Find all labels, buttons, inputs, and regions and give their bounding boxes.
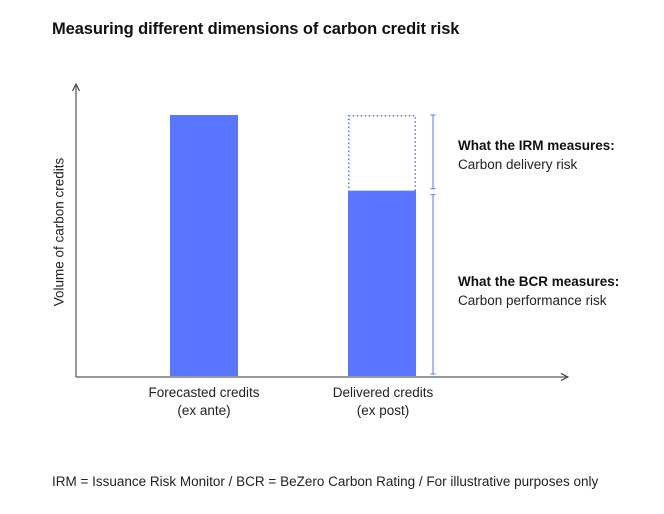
chart-title: Measuring different dimensions of carbon…	[52, 20, 460, 38]
irm-annotation-text: Carbon delivery risk	[458, 157, 578, 172]
x-label-delivered-line2: (ex post)	[356, 403, 410, 418]
bar-delivered-gap-outline	[348, 115, 416, 193]
x-label-forecasted-line1: Forecasted credits	[148, 385, 260, 400]
x-label-delivered-line1: Delivered credits	[332, 385, 434, 400]
bcr-annotation: What the BCR measures: Carbon performanc…	[458, 272, 619, 310]
x-label-forecasted-line2: (ex ante)	[177, 403, 231, 418]
x-axis-arrow-icon	[560, 373, 570, 381]
bar-forecasted-credits	[170, 115, 238, 376]
irm-annotation: What the IRM measures: Carbon delivery r…	[458, 136, 615, 174]
x-label-delivered: Delivered credits (ex post)	[333, 384, 434, 420]
irm-bracket	[430, 114, 436, 190]
bcr-bracket	[430, 194, 436, 375]
footnote: IRM = Issuance Risk Monitor / BCR = BeZe…	[52, 474, 599, 489]
x-label-forecasted: Forecasted credits (ex ante)	[148, 384, 259, 420]
bcr-annotation-heading: What the BCR measures:	[458, 274, 620, 289]
irm-annotation-heading: What the IRM measures:	[458, 138, 615, 153]
bcr-annotation-text: Carbon performance risk	[458, 293, 607, 308]
y-axis-label: Volume of carbon credits	[51, 157, 67, 307]
y-axis-arrow-icon	[72, 82, 80, 92]
bar-delivered-credits	[348, 190, 416, 376]
